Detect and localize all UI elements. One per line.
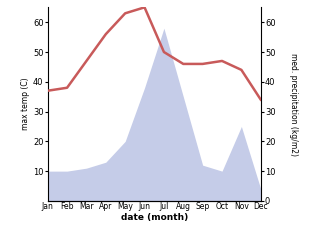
X-axis label: date (month): date (month) xyxy=(121,213,188,222)
Y-axis label: med. precipitation (kg/m2): med. precipitation (kg/m2) xyxy=(289,53,298,156)
Y-axis label: max temp (C): max temp (C) xyxy=(21,78,30,130)
